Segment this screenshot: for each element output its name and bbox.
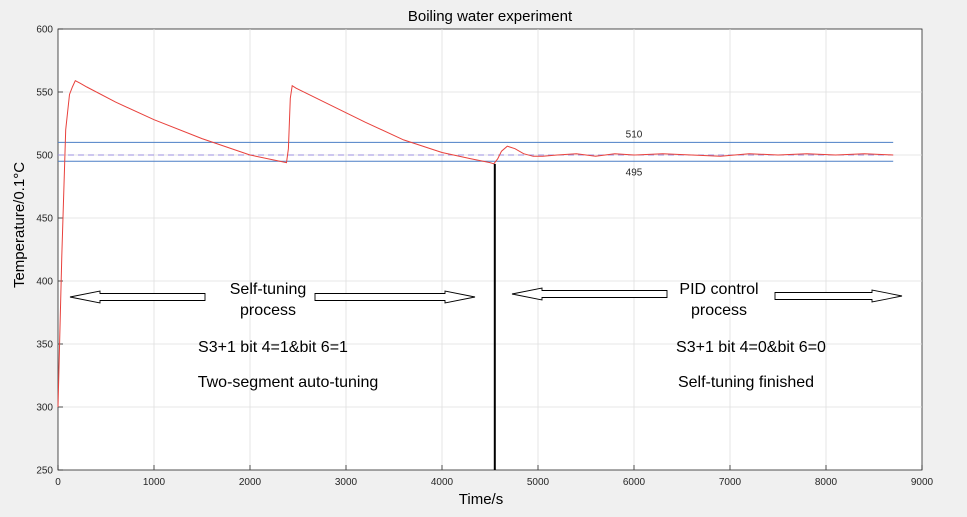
reference-line-label: 510 (626, 129, 643, 140)
y-tick-label: 550 (36, 88, 53, 99)
annotation-arrow (69, 290, 206, 304)
y-tick-label: 400 (36, 277, 53, 288)
y-tick-label: 300 (36, 403, 53, 414)
x-tick-label: 8000 (815, 477, 838, 488)
x-tick-label: 9000 (911, 477, 934, 488)
y-axis-label: Temperature/0.1°C (11, 162, 28, 288)
annotation-arrow (314, 290, 476, 304)
plot-area (57, 28, 923, 471)
x-tick-label: 0 (55, 477, 61, 488)
annotation-right-line-1: S3+1 bit 4=0&bit 6=0 (676, 339, 826, 356)
annotation-left-line-1: S3+1 bit 4=1&bit 6=1 (198, 339, 348, 356)
x-tick-labels: 0 1000 2000 3000 4000 5000 6000 7000 8000 9000 (55, 477, 933, 488)
x-tick-label: 6000 (623, 477, 646, 488)
annotation-right-title-2: process (691, 302, 747, 319)
annotation-right-line-2: Self-tuning finished (678, 374, 814, 391)
y-tick-label: 500 (36, 151, 53, 162)
y-tick-label: 250 (36, 466, 53, 477)
y-tick-label: 450 (36, 214, 53, 225)
x-tick-label: 2000 (239, 477, 262, 488)
x-tick-label: 7000 (719, 477, 742, 488)
grid (57, 28, 923, 471)
annotation-right-title-1: PID control (679, 281, 758, 298)
x-tick-label: 1000 (143, 477, 166, 488)
x-tick-label: 3000 (335, 477, 358, 488)
series-layer (57, 80, 894, 470)
x-axis-label: Time/s (459, 491, 503, 508)
chart-title: Boiling water experiment (408, 8, 573, 25)
annotation-arrow (511, 287, 668, 301)
temperature-series-line (57, 80, 894, 408)
x-tick-label: 5000 (527, 477, 550, 488)
annotation-arrows (69, 287, 903, 304)
annotation-left-title-2: process (240, 302, 296, 319)
y-tick-label: 350 (36, 340, 53, 351)
y-tick-labels: 250 300 350 400 450 500 550 600 (36, 25, 53, 477)
reference-lines: 510 495 (58, 129, 894, 178)
annotation-left-line-2: Two-segment auto-tuning (198, 374, 379, 391)
annotation-left-title-1: Self-tuning (230, 281, 307, 298)
reference-line-label: 495 (626, 167, 643, 178)
x-tick-label: 4000 (431, 477, 454, 488)
annotation-arrow (774, 289, 903, 303)
y-tick-label: 600 (36, 25, 53, 36)
